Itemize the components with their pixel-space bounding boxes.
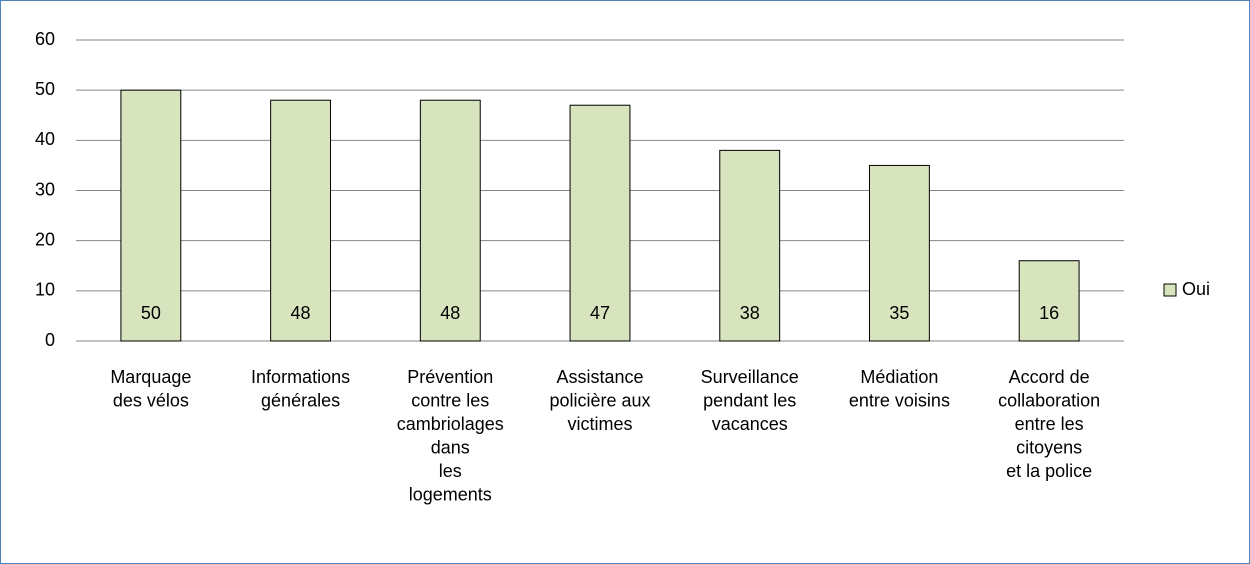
bar bbox=[569, 104, 631, 342]
x-tick-label: Marquage des vélos bbox=[110, 367, 191, 411]
data-label: 48 bbox=[291, 303, 311, 323]
x-tick-label: Surveillance pendant les vacances bbox=[701, 367, 799, 434]
bar bbox=[868, 164, 930, 342]
bar bbox=[719, 149, 781, 342]
legend-label: Oui bbox=[1182, 279, 1210, 299]
data-label: 47 bbox=[590, 303, 610, 323]
legend-swatch bbox=[1163, 283, 1177, 297]
data-label: 50 bbox=[141, 303, 161, 323]
bar bbox=[120, 89, 182, 342]
y-tick-label: 40 bbox=[35, 129, 55, 149]
x-tick-label: Prévention contre les cambriolages dans les l… bbox=[397, 367, 504, 505]
y-tick-label: 0 bbox=[45, 330, 55, 350]
x-tick-label: Informations générales bbox=[251, 367, 350, 411]
x-tick-label: Médiation entre voisins bbox=[849, 367, 950, 411]
bar bbox=[419, 99, 481, 342]
data-label: 35 bbox=[889, 303, 909, 323]
data-label: 38 bbox=[740, 303, 760, 323]
y-tick-label: 20 bbox=[35, 229, 55, 249]
y-tick-label: 10 bbox=[35, 280, 55, 300]
y-tick-label: 60 bbox=[35, 29, 55, 49]
y-tick-label: 50 bbox=[35, 79, 55, 99]
bar bbox=[1018, 260, 1080, 342]
data-label: 16 bbox=[1039, 303, 1059, 323]
x-tick-label: Assistance policière aux victimes bbox=[549, 367, 650, 434]
bar bbox=[270, 99, 332, 342]
y-tick-label: 30 bbox=[35, 179, 55, 199]
data-label: 48 bbox=[440, 303, 460, 323]
x-tick-label: Accord de collaboration entre les citoyens e… bbox=[998, 367, 1100, 481]
